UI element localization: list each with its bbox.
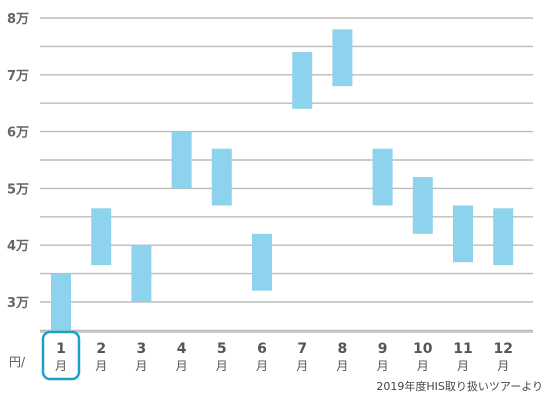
range-bar (51, 273, 71, 331)
range-bar (91, 208, 112, 266)
x-tick-unit: 月 (336, 359, 348, 373)
y-tick-label: 6万 (7, 126, 29, 141)
y-tick-label: 5万 (7, 182, 29, 197)
x-tick-label: 4 (177, 341, 187, 357)
x-tick-unit: 月 (176, 359, 188, 373)
x-tick-unit: 月 (377, 359, 389, 373)
x-axis-ticks: 1 月 2 月 3 月 4 月 5 月 6 月 7 月 8 月 9 月 10 月 11 月 12 月 (41, 330, 513, 381)
x-tick-label: 9 (378, 341, 388, 357)
x-tick-label: 2 (96, 341, 106, 357)
x-tick-unit: 月 (216, 359, 228, 373)
x-tick-unit: 月 (256, 359, 268, 373)
x-tick-label: 6 (257, 341, 267, 357)
range-bar (292, 52, 313, 109)
y-unit-label: 円/ (9, 355, 26, 369)
y-tick-label: 3万 (7, 296, 29, 311)
range-bar (493, 208, 514, 266)
highlight-box (41, 330, 81, 381)
range-bar (412, 177, 433, 234)
x-tick-unit: 月 (457, 359, 469, 373)
x-tick-label: 3 (137, 341, 147, 357)
range-bar (332, 29, 353, 87)
range-bar (211, 148, 232, 206)
grid-lines (40, 17, 533, 333)
y-tick-label: 4万 (7, 239, 29, 254)
x-tick-label: 7 (297, 341, 307, 357)
range-bar (131, 245, 152, 302)
source-note: 2019年度HIS取り扱いツアーより (376, 380, 543, 393)
x-tick-unit: 月 (417, 359, 429, 373)
x-tick-unit: 月 (497, 359, 509, 373)
range-bar (453, 205, 473, 263)
x-tick-label: 11 (453, 341, 472, 357)
y-tick-label: 7万 (7, 69, 29, 84)
x-tick-unit: 月 (55, 359, 67, 373)
x-tick-label: 5 (217, 341, 227, 357)
x-tick-label: 10 (413, 341, 433, 357)
x-tick-unit: 月 (135, 359, 147, 373)
range-bars (51, 29, 514, 331)
y-axis-ticks: 3万 4万 5万 6万 7万 8万 (7, 12, 29, 311)
x-tick-label: 1 (56, 341, 66, 357)
x-tick-label: 12 (493, 341, 512, 357)
x-tick-label: 8 (338, 341, 348, 357)
x-tick-unit: 月 (95, 359, 107, 373)
x-tick-unit: 月 (296, 359, 308, 373)
y-tick-label: 8万 (7, 12, 29, 27)
range-bar (372, 148, 393, 206)
range-bar (252, 233, 272, 291)
range-bar (171, 131, 192, 189)
